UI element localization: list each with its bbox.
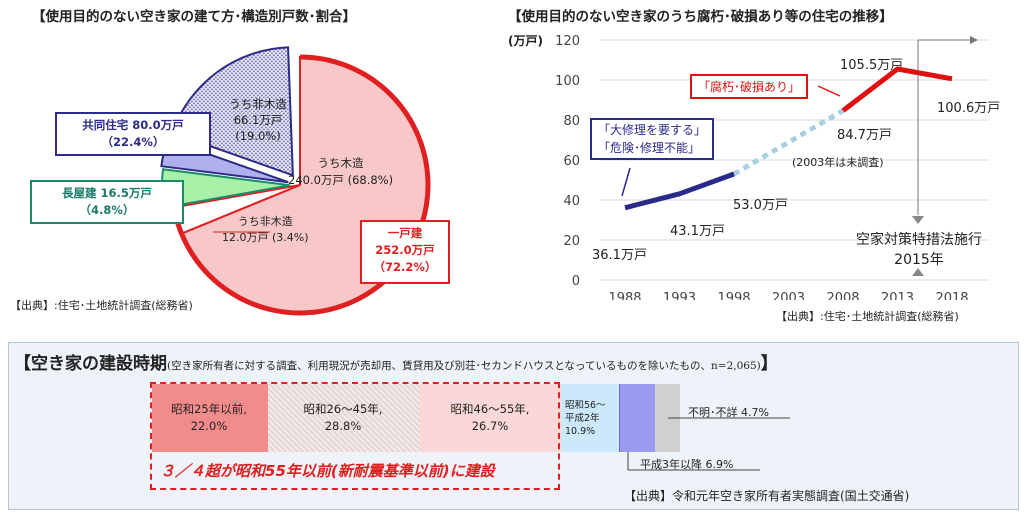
pie-label-ikko-mokuzo: うち木造 240.0万戸 (68.8%) (288, 155, 393, 189)
segment-pct: 28.8% (324, 419, 362, 433)
y-tick-label: 0 (572, 274, 580, 289)
x-tick-labels: 1988 1993 1998 2003 2008 2013 2018 (608, 291, 968, 300)
series-line-blue (624, 171, 735, 211)
y-tick-labels: 0 20 40 60 80 100 120 (555, 34, 580, 289)
construction-title: 【空き家の建設時期(空き家所有者に対する調査、利用現況が売却用、賃貸用及び別荘･… (14, 349, 778, 374)
bottom-source: 【出典】令和元年空き家所有者実態調査(国土交通省) (624, 489, 910, 503)
line-unit: (万戸) (508, 34, 543, 48)
x-tick-label: 2013 (881, 291, 914, 300)
segment-s26-45-label: 昭和26～45年, 28.8% (266, 384, 420, 452)
marker-up-arrow (912, 268, 924, 276)
x-tick-label: 2003 (772, 291, 805, 300)
highlight-box (150, 382, 560, 490)
callout-label: 一戸建 (387, 226, 423, 240)
label-name: うち木造 (317, 156, 364, 170)
segment-label: 昭和25年以前, (171, 402, 247, 416)
segment-s56-h2-label: 昭和56～ 平成2年 10.9% (561, 384, 623, 452)
bar-seg-h3 (618, 384, 657, 452)
y-tick-label: 100 (555, 74, 580, 89)
label-h3: 平成3年以降 6.9% (640, 458, 734, 471)
label-value: 12.0万戸 (3.4%) (222, 231, 309, 244)
data-label-1998: 53.0万戸 (733, 198, 788, 213)
construction-title-main: 【空き家の建設時期 (14, 354, 167, 374)
label-pct: (19.0%) (235, 129, 281, 143)
bar-seg-s56-h2 (561, 384, 619, 452)
pie-source: 【出典】:住宅･土地統計調査(総務省) (10, 299, 193, 312)
callout-label: 共同住宅 80.0万戸 (82, 118, 184, 132)
callout-kyodo: 共同住宅 80.0万戸 （22.4%） (55, 112, 211, 156)
callout-pct: （72.2%） (373, 260, 437, 274)
segment-pct: 26.7% (471, 419, 509, 433)
pie-label-kyodo-hi-mokuzo: うち非木造 66.1万戸 (19.0%) (222, 96, 294, 144)
callout-value: 252.0万戸 (375, 243, 435, 257)
callout-label: 長屋建 16.5万戸 (62, 186, 152, 200)
y-tick-label: 20 (563, 234, 580, 249)
callout-pct: （4.8%） (79, 203, 135, 217)
marker-down-arrow (912, 216, 924, 224)
y-tick-label: 80 (563, 114, 580, 129)
legend-blue-line2: 「危険･修理不能」 (598, 141, 701, 155)
legend-blue-line1: 「大修理を要する」 (598, 123, 707, 137)
segment-s25-label: 昭和25年以前, 22.0% (152, 384, 266, 452)
legend-blue: 「大修理を要する」 「危険･修理不能」 (590, 118, 715, 160)
x-tick-label: 2008 (826, 291, 859, 300)
law-label: 空家対策特措法施行 2015年 (836, 230, 1002, 270)
x-tick-label: 1993 (663, 291, 696, 300)
data-label-2008: 84.7万戸 (837, 128, 892, 143)
law-label-line2: 2015年 (894, 252, 944, 268)
segment-s46-55-label: 昭和46～55年, 26.7% (420, 384, 560, 452)
bar-seg-s26-45 (268, 384, 421, 452)
segment-pct: 10.9% (565, 425, 596, 437)
label-name: うち非木造 (237, 215, 293, 228)
bar-seg-s46-55 (420, 384, 562, 452)
data-label-1993: 43.1万戸 (670, 224, 725, 239)
y-tick-label: 120 (555, 34, 580, 49)
label-value: 240.0万戸 (68.8%) (288, 173, 394, 187)
series-lines (624, 66, 953, 211)
data-label-2018: 100.6万戸 (937, 101, 1001, 116)
y-tick-label: 60 (563, 154, 580, 169)
y-tick-label: 40 (563, 194, 580, 209)
bar-seg-s25 (152, 384, 269, 452)
construction-title-sub: (空き家所有者に対する調査、利用現況が売却用、賃貸用及び別荘･セカンドハウスとな… (167, 360, 761, 372)
highlight-text: ３／４超が昭和55年以前(新耐震基準以前)に建設 (160, 462, 495, 480)
segment-label-2: 平成2年 (565, 412, 600, 424)
segment-label: 昭和26～45年, (303, 402, 383, 416)
segment-label: 昭和46～55年, (450, 402, 530, 416)
construction-title-end: 】 (760, 354, 778, 374)
note-2003: (2003年は未調査) (792, 156, 884, 169)
legend-red: 「腐朽･破損あり」 (690, 74, 809, 99)
line-source: 【出典】:住宅･土地統計調査(総務省) (776, 310, 959, 323)
callout-pct: （22.4%） (101, 135, 165, 149)
data-label-1988: 36.1万戸 (592, 248, 647, 263)
x-tick-label: 2018 (935, 291, 968, 300)
data-label-2013: 105.5万戸 (840, 58, 904, 73)
callout-ikko: 一戸建 252.0万戸 （72.2%） (360, 220, 450, 284)
law-label-line1: 空家対策特措法施行 (856, 232, 982, 248)
label-unknown: 不明･不詳 4.7% (688, 406, 769, 419)
label-name: うち非木造 (229, 97, 287, 111)
pie-title: 【使用目的のない空き家の建て方･構造別戸数･割合】 (32, 9, 356, 25)
x-tick-label: 1988 (608, 291, 641, 300)
segment-label-1: 昭和56～ (565, 399, 606, 411)
line-title: 【使用目的のない空き家のうち腐朽･破損あり等の住宅の推移】 (508, 9, 893, 25)
callout-nagaya: 長屋建 16.5万戸 （4.8%） (30, 180, 184, 224)
series-line-red (841, 66, 953, 113)
x-tick-label: 1998 (717, 291, 750, 300)
segment-pct: 22.0% (190, 419, 228, 433)
label-value: 66.1万戸 (233, 113, 283, 127)
pie-label-ikko-hi-mokuzo: うち非木造 12.0万戸 (3.4%) (222, 214, 309, 246)
